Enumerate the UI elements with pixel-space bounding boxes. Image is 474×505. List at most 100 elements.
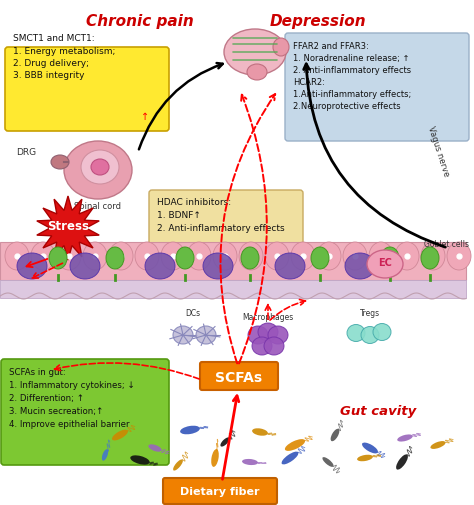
Text: DCs: DCs: [185, 309, 201, 318]
Text: 1. Inflammatory cytokines; ↓: 1. Inflammatory cytokines; ↓: [9, 381, 135, 390]
Text: EC: EC: [378, 258, 392, 268]
Text: 4. Improve epithelial barrier: 4. Improve epithelial barrier: [9, 420, 129, 429]
FancyBboxPatch shape: [1, 359, 169, 465]
Ellipse shape: [51, 155, 69, 169]
FancyBboxPatch shape: [285, 33, 469, 141]
Ellipse shape: [345, 253, 375, 279]
Ellipse shape: [49, 247, 67, 269]
FancyBboxPatch shape: [149, 190, 303, 251]
Ellipse shape: [83, 242, 107, 270]
Ellipse shape: [447, 242, 471, 270]
Bar: [0, 280, 466, 298]
Text: Dietary fiber: Dietary fiber: [180, 487, 260, 497]
Ellipse shape: [196, 326, 216, 344]
Ellipse shape: [135, 242, 159, 270]
Ellipse shape: [176, 247, 194, 269]
FancyBboxPatch shape: [200, 362, 278, 390]
Ellipse shape: [109, 242, 133, 270]
Ellipse shape: [265, 242, 289, 270]
Ellipse shape: [396, 454, 408, 470]
Ellipse shape: [211, 449, 219, 467]
Ellipse shape: [275, 253, 305, 279]
Polygon shape: [37, 196, 99, 260]
Ellipse shape: [241, 247, 259, 269]
Text: SMCT1 and MCT1:
1. Energy metabolism;
2. Drug delivery;
3. BBB integrity: SMCT1 and MCT1: 1. Energy metabolism; 2.…: [13, 34, 115, 80]
Ellipse shape: [362, 442, 378, 453]
Ellipse shape: [31, 242, 55, 270]
Ellipse shape: [224, 29, 286, 75]
Text: Macrophages: Macrophages: [242, 313, 293, 322]
Text: Depression: Depression: [270, 14, 366, 29]
Text: 2. Differention; ↑: 2. Differention; ↑: [9, 394, 84, 403]
Ellipse shape: [273, 38, 289, 56]
Ellipse shape: [106, 247, 124, 269]
Ellipse shape: [258, 323, 278, 341]
Text: FFAR2 and FFAR3:: FFAR2 and FFAR3:: [293, 42, 369, 51]
Ellipse shape: [395, 242, 419, 270]
Ellipse shape: [130, 456, 150, 465]
Ellipse shape: [173, 326, 193, 344]
Ellipse shape: [291, 242, 315, 270]
Text: Chronic pain: Chronic pain: [86, 14, 194, 29]
Ellipse shape: [213, 242, 237, 270]
Ellipse shape: [173, 460, 183, 471]
Ellipse shape: [347, 325, 365, 341]
Text: 1. Noradrenaline release; ↑: 1. Noradrenaline release; ↑: [293, 54, 410, 63]
Ellipse shape: [331, 429, 339, 441]
Ellipse shape: [430, 441, 446, 449]
Ellipse shape: [57, 242, 81, 270]
Ellipse shape: [397, 434, 413, 441]
Ellipse shape: [247, 64, 267, 80]
Ellipse shape: [252, 428, 268, 436]
Text: Tregs: Tregs: [360, 309, 380, 318]
Ellipse shape: [81, 150, 119, 184]
Ellipse shape: [311, 247, 329, 269]
Ellipse shape: [242, 459, 258, 465]
Ellipse shape: [203, 253, 233, 279]
Text: Spinal cord: Spinal cord: [74, 202, 121, 211]
Ellipse shape: [361, 327, 379, 343]
Ellipse shape: [264, 337, 284, 355]
Ellipse shape: [373, 324, 391, 340]
Text: DRG: DRG: [16, 148, 36, 157]
Text: SCFAs in gut:: SCFAs in gut:: [9, 368, 66, 377]
Text: 2.Neuroprotective effects: 2.Neuroprotective effects: [293, 102, 401, 111]
Bar: [0, 242, 466, 280]
Text: SCFAs: SCFAs: [216, 371, 263, 385]
Ellipse shape: [17, 253, 47, 279]
Ellipse shape: [64, 141, 132, 199]
Ellipse shape: [357, 454, 373, 461]
Ellipse shape: [252, 337, 272, 355]
Text: HDAC inhibitors:
1. BDNF↑
2. Anti-inflammatory effects: HDAC inhibitors: 1. BDNF↑ 2. Anti-inflam…: [157, 198, 284, 233]
Text: ↑: ↑: [141, 112, 149, 122]
Ellipse shape: [285, 439, 305, 451]
Ellipse shape: [187, 242, 211, 270]
Ellipse shape: [91, 159, 109, 175]
Ellipse shape: [112, 430, 128, 440]
FancyBboxPatch shape: [163, 478, 277, 504]
Ellipse shape: [381, 247, 399, 269]
Ellipse shape: [102, 449, 108, 461]
Ellipse shape: [322, 457, 334, 467]
Ellipse shape: [343, 242, 367, 270]
Ellipse shape: [268, 326, 288, 344]
Ellipse shape: [421, 242, 445, 270]
Ellipse shape: [248, 326, 268, 344]
Ellipse shape: [282, 451, 299, 465]
Ellipse shape: [220, 437, 229, 446]
Ellipse shape: [148, 444, 162, 451]
Ellipse shape: [421, 247, 439, 269]
Ellipse shape: [5, 242, 29, 270]
Ellipse shape: [70, 253, 100, 279]
Ellipse shape: [145, 253, 175, 279]
Text: 3. Mucin secreation;↑: 3. Mucin secreation;↑: [9, 407, 103, 416]
Ellipse shape: [161, 242, 185, 270]
Text: 1.Anti-inflammatory effects;: 1.Anti-inflammatory effects;: [293, 90, 411, 99]
Text: HCAR2:: HCAR2:: [293, 78, 325, 87]
Text: Goblet cells: Goblet cells: [425, 240, 470, 249]
Ellipse shape: [239, 242, 263, 270]
Text: 2. Anti-inflammatory effects: 2. Anti-inflammatory effects: [293, 66, 411, 75]
Ellipse shape: [180, 426, 200, 434]
Ellipse shape: [367, 250, 403, 278]
Ellipse shape: [369, 242, 393, 270]
